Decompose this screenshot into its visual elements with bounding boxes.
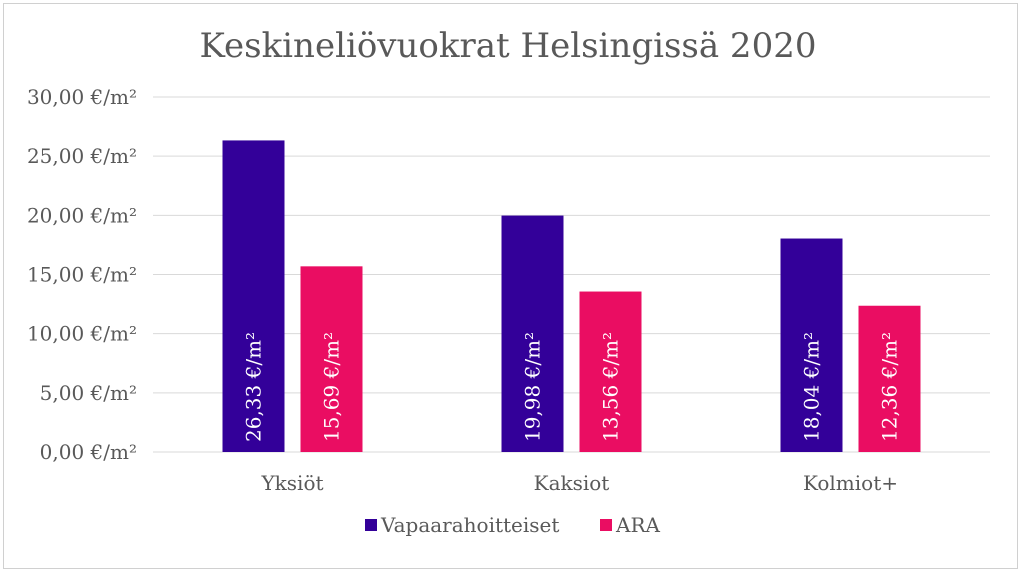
x-tick-label: Kolmiot+ [803,471,898,495]
data-label: 12,36 €/m² [878,332,902,442]
legend-label: ARA [615,513,661,537]
legend-label: Vapaarahoitteiset [380,513,559,537]
gridlines [153,96,990,453]
y-tick-label: 5,00 €/m² [40,381,137,405]
data-label: 13,56 €/m² [599,332,623,442]
bar-vapaarahoitteiset-2 [780,238,843,452]
bar-vapaarahoitteiset-0 [222,140,285,452]
x-tick-label: Yksiöt [260,471,323,495]
data-label: 18,04 €/m² [800,332,824,442]
data-label: 15,69 €/m² [320,332,344,442]
x-tick-label: Kaksiot [534,471,610,495]
y-axis: 0,00 €/m² 5,00 €/m² 10,00 €/m² 15,00 €/m² 20… [27,85,137,464]
x-axis: Yksiöt Kaksiot Kolmiot+ [260,471,898,495]
data-label: 19,98 €/m² [521,332,545,442]
bars: 26,33 €/m² 15,69 €/m² 19,98 €/m² 13,56 €/m²… [222,140,921,452]
y-tick-label: 15,00 €/m² [27,263,137,287]
legend-swatch [365,519,377,531]
legend: Vapaarahoitteiset ARA [365,513,661,537]
bar-ara-0 [300,266,363,452]
bar-ara-2 [858,305,921,452]
y-tick-label: 30,00 €/m² [27,85,137,109]
y-tick-label: 25,00 €/m² [27,144,137,168]
data-label: 26,33 €/m² [242,332,266,442]
legend-swatch [600,519,612,531]
y-tick-label: 10,00 €/m² [27,322,137,346]
bar-ara-1 [579,291,642,452]
chart-title: Keskineliövuokrat Helsingissä 2020 [200,26,817,66]
y-tick-label: 20,00 €/m² [27,203,137,227]
y-tick-label: 0,00 €/m² [40,440,137,464]
bar-vapaarahoitteiset-1 [501,215,564,452]
